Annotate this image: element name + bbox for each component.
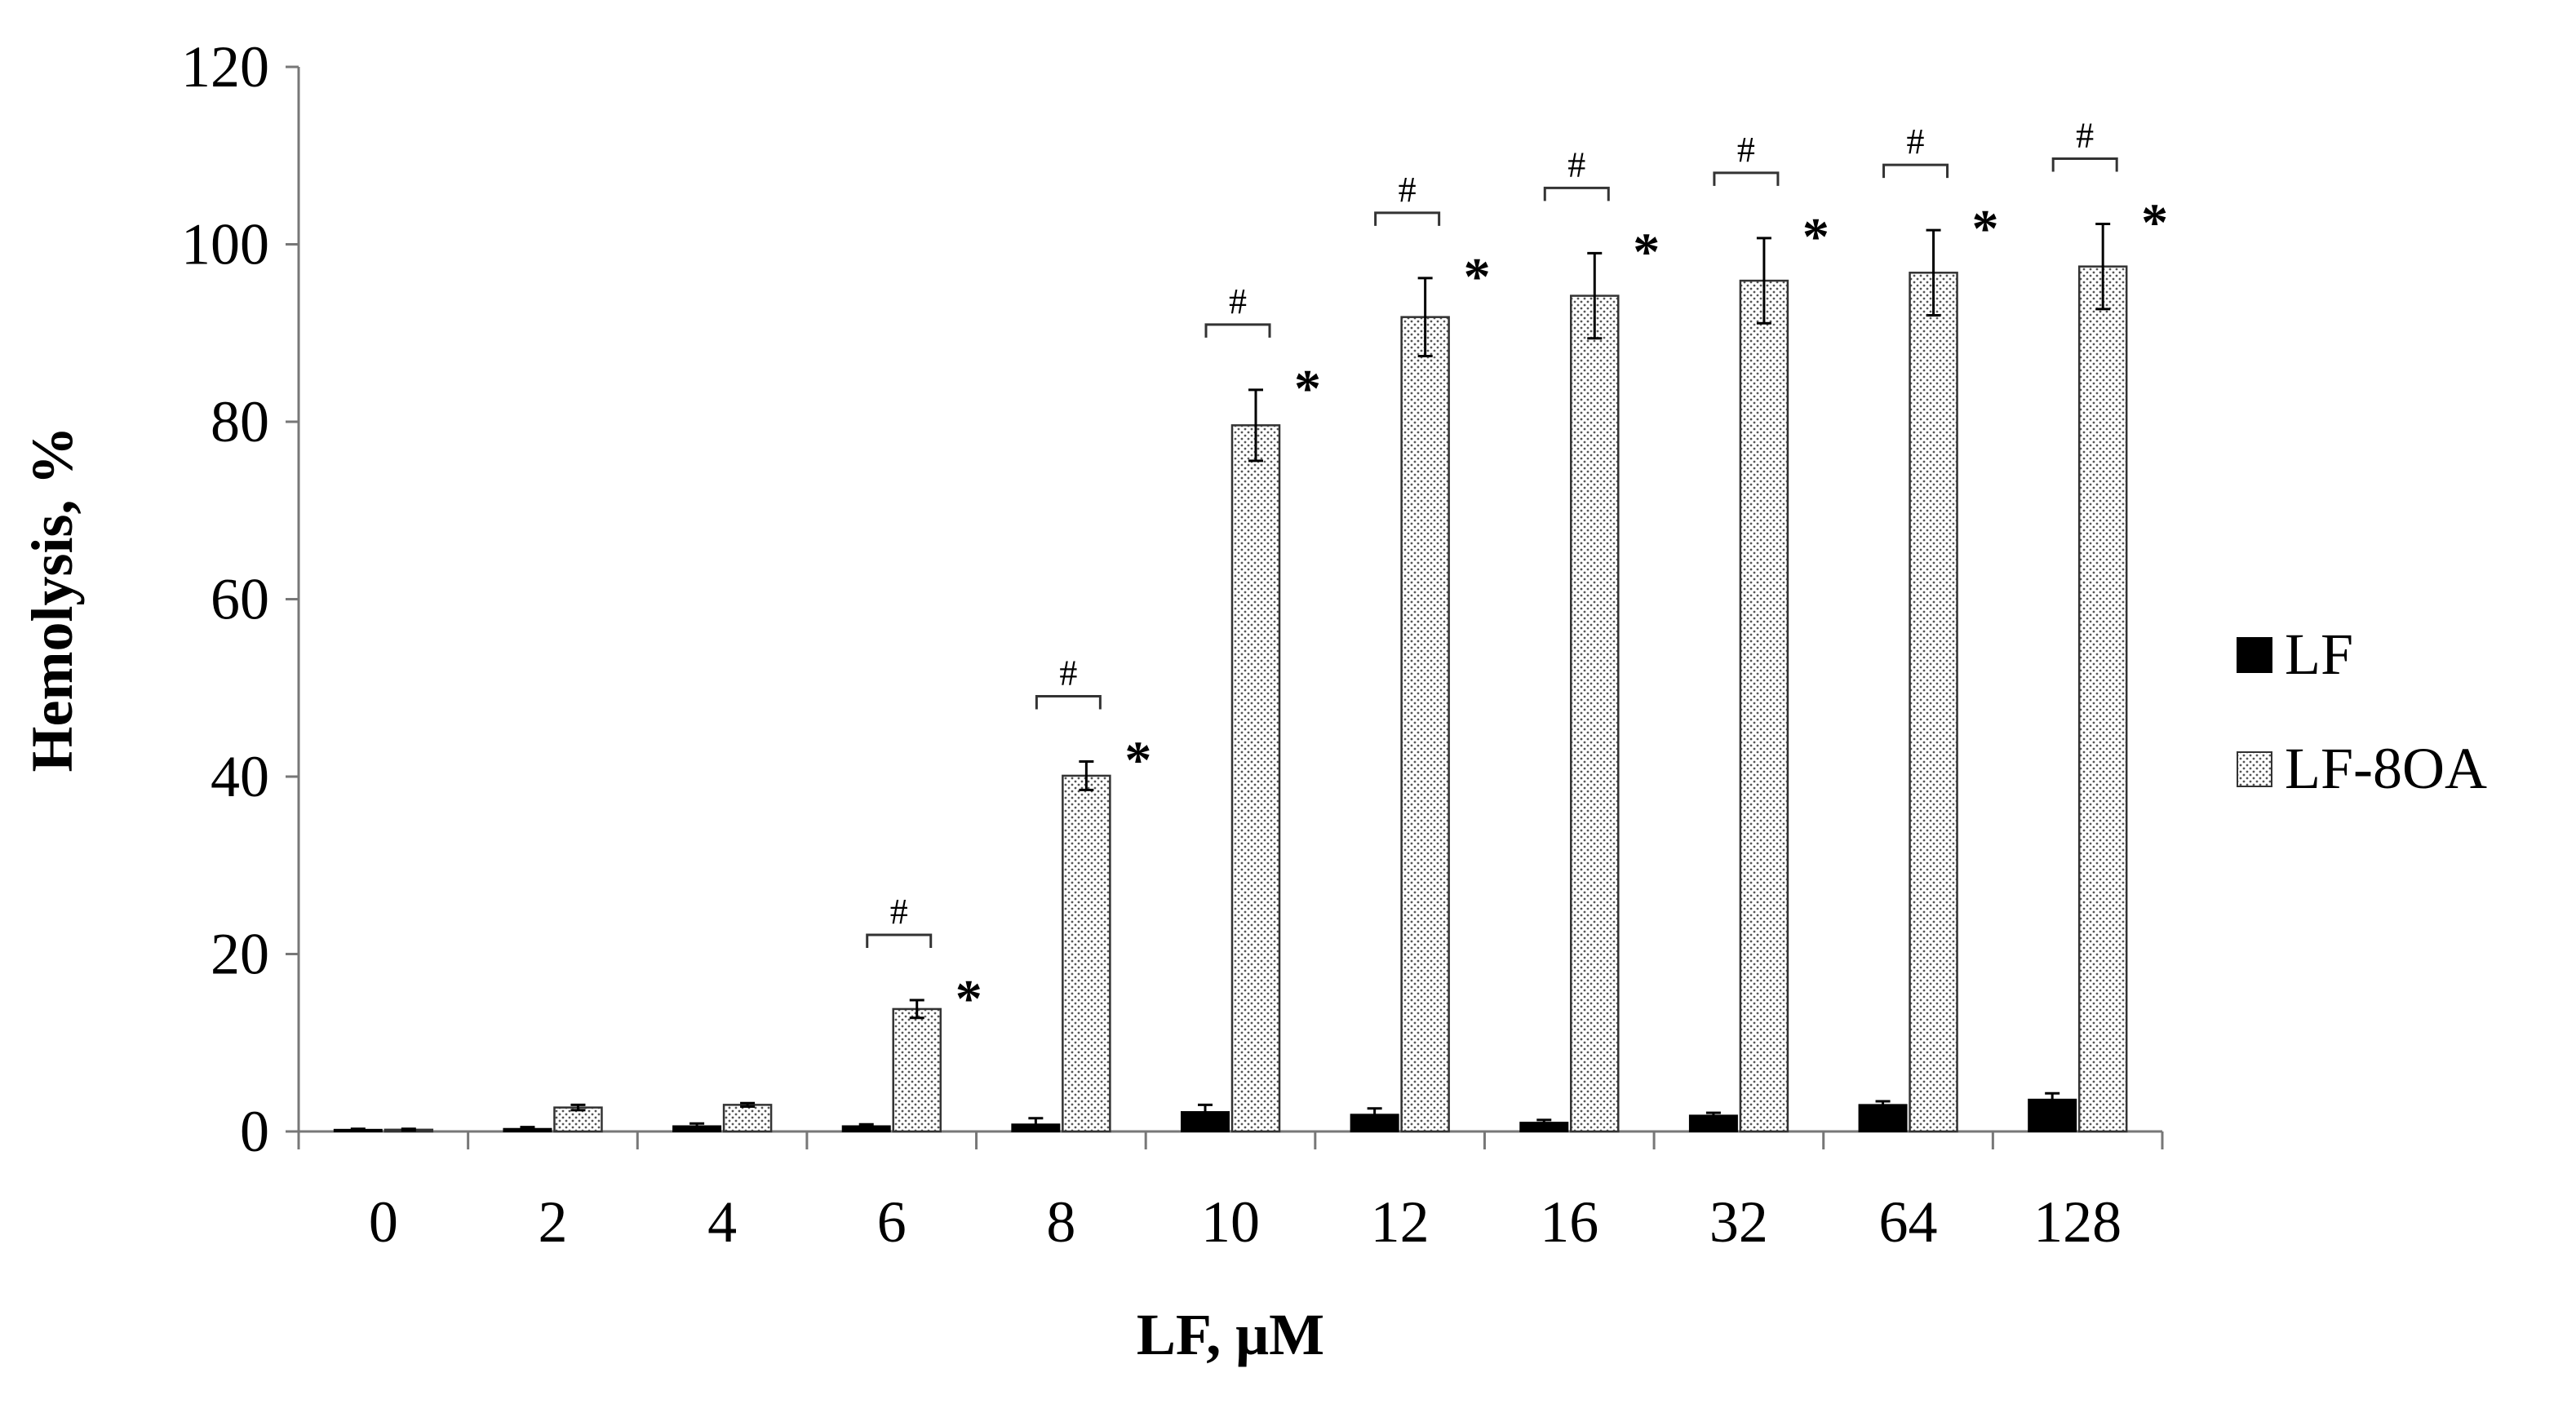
- error-bar-lf-8oa: [1079, 760, 1094, 791]
- bar-group-8: #*: [1011, 653, 1151, 1133]
- significance-bracket: [1035, 695, 1102, 710]
- significance-bracket: [1374, 211, 1441, 226]
- error-bar-lf: [689, 1122, 705, 1131]
- legend-swatch-lf: [2237, 637, 2272, 673]
- y-tick-label: 20: [211, 922, 269, 987]
- error-bar-lf: [1198, 1103, 1213, 1121]
- error-bar-lf: [1028, 1117, 1044, 1132]
- y-tick-label: 120: [181, 34, 269, 100]
- bar-group-64: #*: [1858, 122, 1999, 1133]
- star-marker: *: [1464, 247, 1491, 307]
- error-bar-lf-8oa: [1248, 388, 1263, 463]
- star-marker: *: [2141, 193, 2168, 252]
- error-bar-lf: [350, 1127, 366, 1132]
- bar-lf-8oa: [1062, 774, 1111, 1133]
- significance-bracket: [1882, 163, 1949, 179]
- star-marker: *: [1124, 731, 1151, 790]
- legend-label-lf: LF: [2285, 622, 2353, 687]
- star-marker: *: [1972, 199, 1999, 259]
- bar-group-0: [333, 1127, 434, 1133]
- hash-marker: #: [1229, 281, 1247, 321]
- bar-lf-8oa: [2077, 265, 2128, 1133]
- star-marker: *: [1294, 359, 1321, 418]
- y-tick-label: 60: [211, 567, 269, 632]
- bar-group-12: #*: [1350, 170, 1491, 1133]
- x-tick-label: 16: [1540, 1189, 1598, 1255]
- star-marker: *: [955, 969, 982, 1029]
- significance-bracket: [2051, 157, 2118, 172]
- bar-group-10: #*: [1181, 281, 1321, 1133]
- y-tick-label: 100: [181, 212, 269, 277]
- x-tick-label: 10: [1201, 1189, 1260, 1255]
- x-tick-label: 12: [1371, 1189, 1430, 1255]
- x-tick-label: 32: [1709, 1189, 1768, 1255]
- error-bar-lf-8oa: [570, 1103, 586, 1112]
- significance-bracket: [1713, 171, 1780, 186]
- x-tick-label: 4: [707, 1189, 737, 1255]
- error-bar-lf-8oa: [401, 1127, 416, 1132]
- x-tick-label: 64: [1879, 1189, 1938, 1255]
- significance-bracket: [1543, 186, 1610, 201]
- x-tick-label: 0: [369, 1189, 398, 1255]
- hash-marker: #: [1737, 130, 1755, 170]
- error-bar-lf-8oa: [909, 998, 924, 1020]
- bar-lf-8oa: [1400, 316, 1450, 1133]
- error-bar-lf-8oa: [2095, 222, 2111, 311]
- hash-marker: #: [1399, 170, 1417, 210]
- error-bar-lf-8oa: [1417, 277, 1433, 358]
- y-tick-label: 40: [211, 744, 269, 809]
- star-marker: *: [1802, 207, 1829, 267]
- bar-lf-8oa: [1739, 279, 1789, 1133]
- bar-lf-8oa: [892, 1007, 942, 1133]
- x-tick-label: 2: [538, 1189, 567, 1255]
- bar-lf-8oa: [722, 1104, 773, 1133]
- y-tick-label: 0: [240, 1099, 269, 1164]
- legend: LF LF-8OA: [2237, 622, 2487, 801]
- hash-marker: #: [1567, 144, 1585, 184]
- x-tick-label: 128: [2033, 1189, 2122, 1255]
- error-bar-lf-8oa: [1926, 228, 1941, 317]
- bar-lf-8oa: [1230, 424, 1281, 1133]
- bar-lf-8oa: [1909, 272, 1958, 1133]
- error-bar-lf: [2045, 1091, 2060, 1107]
- x-tick-label: 6: [877, 1189, 907, 1255]
- error-bar-lf: [520, 1126, 535, 1132]
- bar-group-2: [503, 1103, 603, 1133]
- bar-group-6: #*: [841, 892, 982, 1133]
- error-bar-lf: [858, 1122, 874, 1130]
- error-bar-lf-8oa: [1587, 251, 1603, 340]
- x-axis-title: LF, μM: [1137, 1302, 1324, 1367]
- hash-marker: #: [2076, 115, 2094, 155]
- bar-group-32: #*: [1688, 130, 1829, 1133]
- error-bar-lf: [1705, 1111, 1721, 1120]
- star-marker: *: [1633, 222, 1660, 281]
- y-tick-label: 80: [211, 389, 269, 454]
- bar-group-128: #*: [2028, 115, 2168, 1133]
- legend-label-lf-8oa: LF-8OA: [2285, 736, 2487, 801]
- error-bar-lf: [1367, 1107, 1382, 1122]
- bar-lf-8oa: [1570, 294, 1620, 1133]
- error-bar-lf: [1875, 1100, 1891, 1110]
- y-axis-title: Hemolysis, %: [20, 427, 85, 773]
- error-bar-lf-8oa: [1756, 237, 1771, 325]
- significance-bracket: [1204, 323, 1271, 338]
- bar-group-4: [672, 1101, 773, 1133]
- error-bar-lf-8oa: [740, 1101, 756, 1109]
- significance-bracket: [866, 933, 933, 949]
- hash-marker: #: [1059, 653, 1077, 693]
- hash-marker: #: [1907, 122, 1925, 162]
- error-bar-lf: [1536, 1118, 1552, 1127]
- x-tick-label: 8: [1046, 1189, 1075, 1255]
- bar-group-16: #*: [1519, 144, 1660, 1133]
- hash-marker: #: [890, 892, 908, 932]
- legend-swatch-lf-8oa: [2237, 751, 2272, 787]
